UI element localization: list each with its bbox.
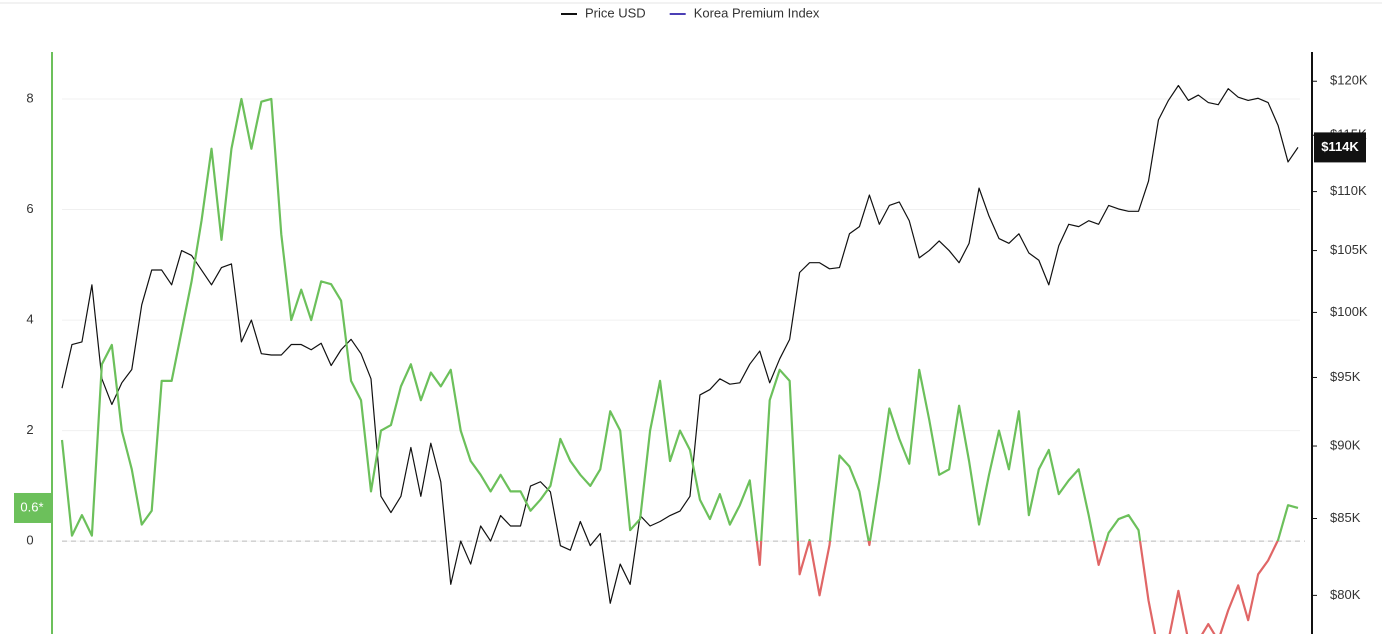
y2-tick-label: $85K <box>1330 510 1361 525</box>
y-tick-label: 8 <box>26 90 33 105</box>
y-tick-label: 6 <box>26 201 33 216</box>
y2-tick-label: $110K <box>1330 183 1367 198</box>
y-tick-label: 0 <box>26 533 33 548</box>
plot-area <box>60 84 1299 634</box>
y2-tick-label: $100K <box>1330 304 1368 319</box>
y2-tick-label: $80K <box>1330 587 1361 602</box>
y2-tick-label: $90K <box>1330 437 1361 452</box>
y-tick-label: 4 <box>26 312 33 327</box>
last-value-badge <box>1314 132 1366 163</box>
last-value-label: $114K <box>1321 139 1359 154</box>
y-tick-label: 2 <box>26 422 33 437</box>
legend-label: Korea Premium Index <box>694 5 820 20</box>
series-line <box>61 84 1299 604</box>
series-line <box>60 97 1299 634</box>
y2-tick-label: $105K <box>1330 242 1368 257</box>
legend-label: Price USD <box>585 5 646 20</box>
last-value-label: 0.6* <box>20 499 43 514</box>
last-value-badge <box>14 492 51 523</box>
y2-tick-label: $95K <box>1330 369 1361 384</box>
y2-tick-label: $120K <box>1330 73 1368 88</box>
